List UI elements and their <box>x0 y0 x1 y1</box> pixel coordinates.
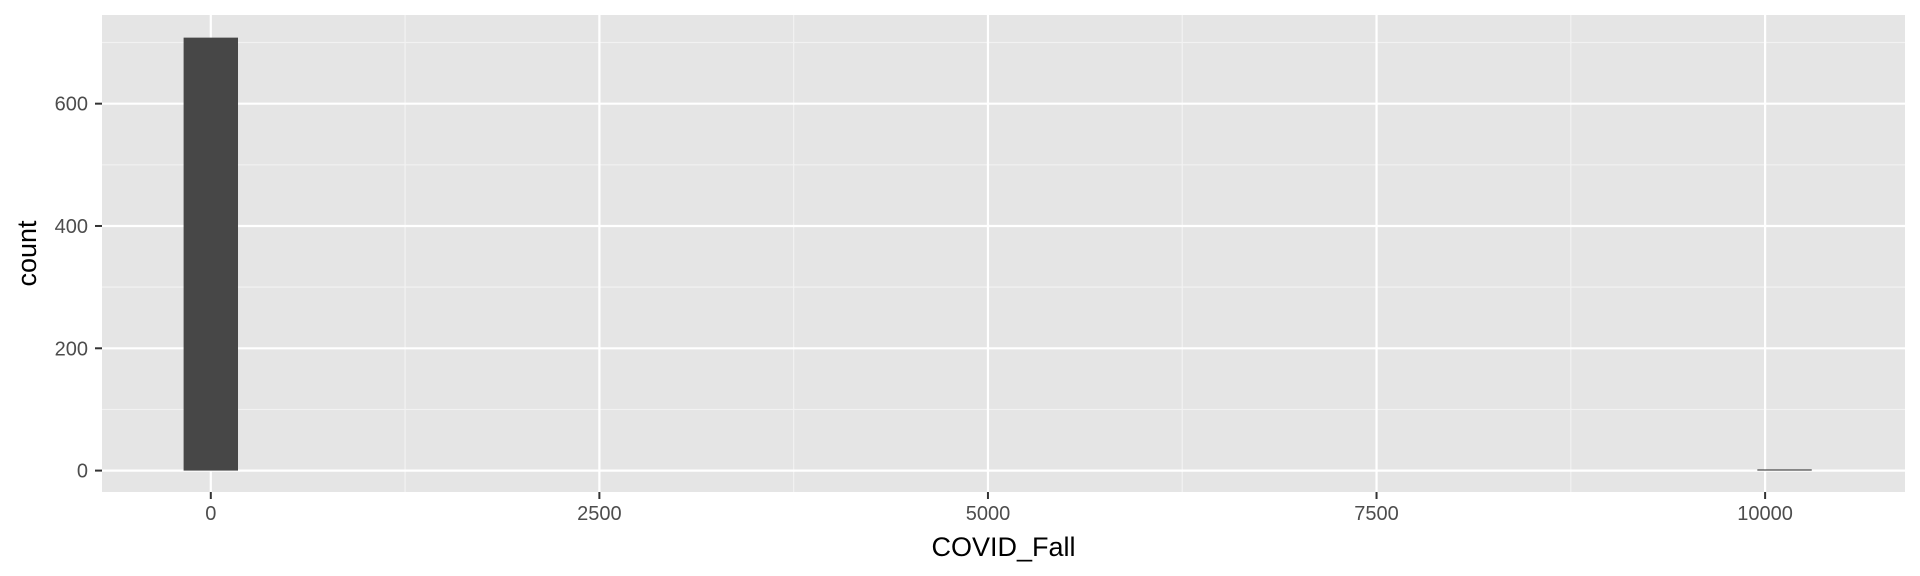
y-axis: 0 200 400 600 <box>55 94 102 483</box>
x-tick-label: 7500 <box>1354 503 1399 525</box>
y-tick-label: 600 <box>55 94 88 116</box>
y-tick-label: 200 <box>55 338 88 360</box>
minor-gridlines <box>102 15 1905 492</box>
y-axis-title: count <box>12 220 42 287</box>
major-gridlines <box>102 15 1905 492</box>
histogram-bars <box>183 37 1812 471</box>
x-tick-label: 2500 <box>577 503 622 525</box>
x-axis-title: COVID_Fall <box>931 532 1075 562</box>
y-tick-label: 0 <box>77 461 88 483</box>
x-tick-label: 5000 <box>966 503 1011 525</box>
x-tick-label: 10000 <box>1737 503 1793 525</box>
y-tick-label: 400 <box>55 216 88 238</box>
plot-panel <box>102 15 1905 492</box>
histogram-bar <box>183 37 239 471</box>
x-axis: 0 2500 5000 7500 10000 <box>205 492 1793 525</box>
x-tick-label: 0 <box>205 503 216 525</box>
histogram-bar <box>1757 469 1812 471</box>
